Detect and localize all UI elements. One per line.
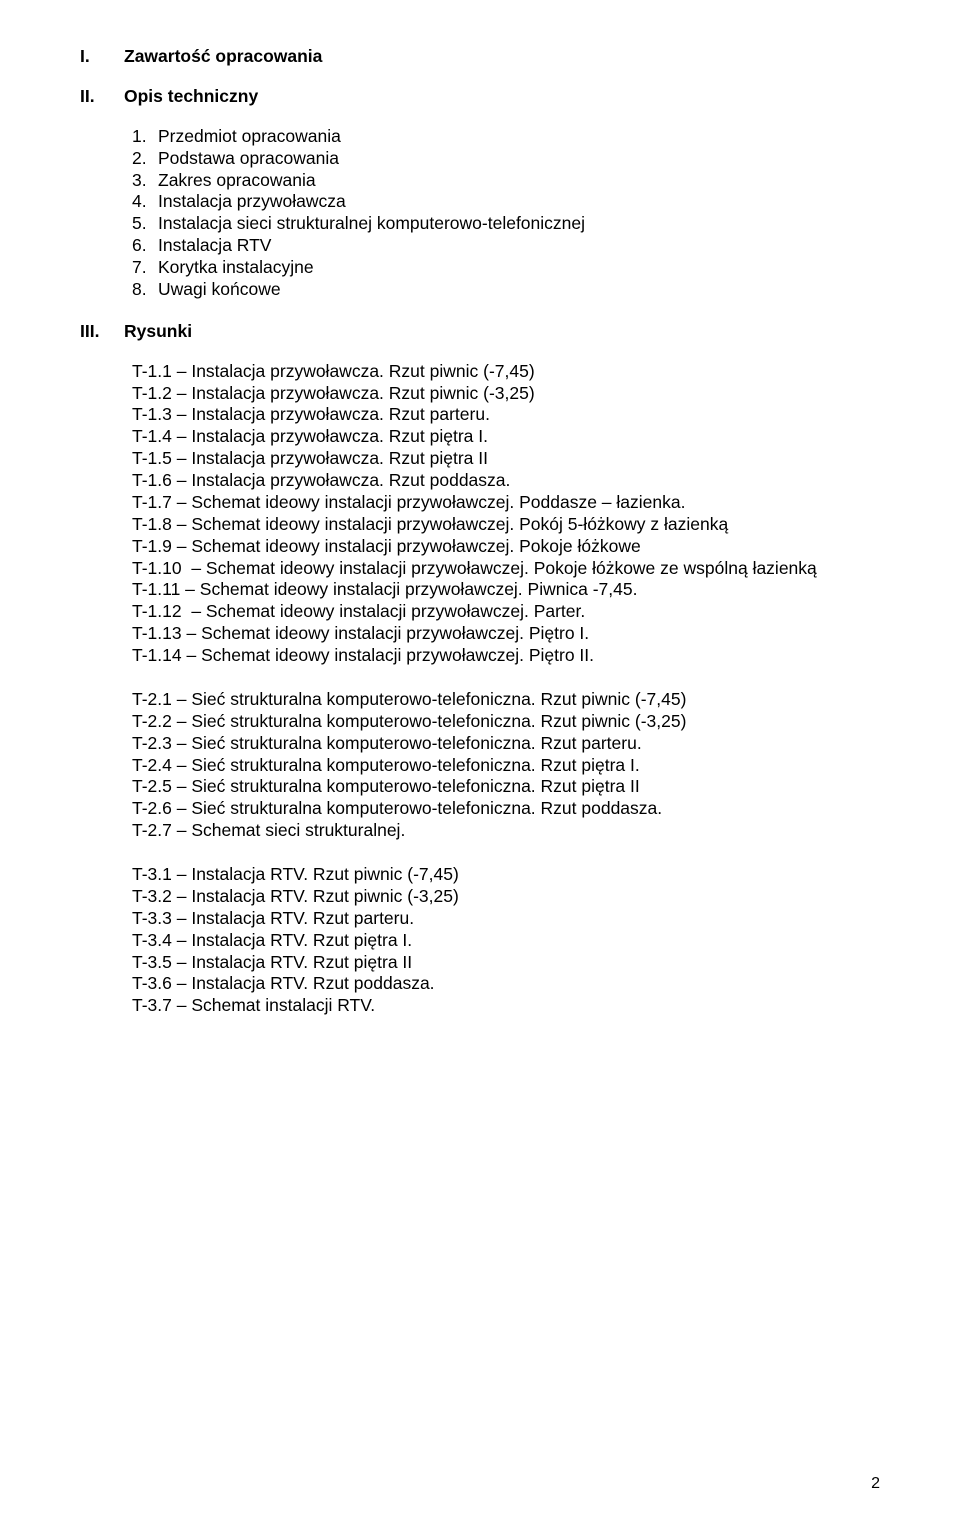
list-text: Instalacja sieci strukturalnej komputero… xyxy=(158,213,585,235)
drawing-line: T-2.7 – Schemat sieci strukturalnej. xyxy=(132,820,880,842)
list-item: 2.Podstawa opracowania xyxy=(132,148,880,170)
t2-block: T-2.1 – Sieć strukturalna komputerowo-te… xyxy=(132,689,880,842)
t1-block: T-1.1 – Instalacja przywoławcza. Rzut pi… xyxy=(132,361,880,667)
list-item: 5.Instalacja sieci strukturalnej kompute… xyxy=(132,213,880,235)
list-number: 6. xyxy=(132,235,158,257)
list-number: 3. xyxy=(132,170,158,192)
drawing-line: T-3.4 – Instalacja RTV. Rzut piętra I. xyxy=(132,930,880,952)
section-heading-2: II. Opis techniczny xyxy=(80,86,880,108)
drawing-line: T-2.6 – Sieć strukturalna komputerowo-te… xyxy=(132,798,880,820)
list-number: 5. xyxy=(132,213,158,235)
drawing-line: T-1.6 – Instalacja przywoławcza. Rzut po… xyxy=(132,470,880,492)
drawing-line: T-3.3 – Instalacja RTV. Rzut parteru. xyxy=(132,908,880,930)
drawing-line: T-1.8 – Schemat ideowy instalacji przywo… xyxy=(132,514,880,536)
drawing-line: T-3.7 – Schemat instalacji RTV. xyxy=(132,995,880,1017)
drawing-line: T-1.9 – Schemat ideowy instalacji przywo… xyxy=(132,536,880,558)
list-number: 2. xyxy=(132,148,158,170)
list-item: 8.Uwagi końcowe xyxy=(132,279,880,301)
drawing-line: T-2.5 – Sieć strukturalna komputerowo-te… xyxy=(132,776,880,798)
list-item: 6.Instalacja RTV xyxy=(132,235,880,257)
drawing-line: T-1.7 – Schemat ideowy instalacji przywo… xyxy=(132,492,880,514)
list-number: 4. xyxy=(132,191,158,213)
drawing-line: T-1.2 – Instalacja przywoławcza. Rzut pi… xyxy=(132,383,880,405)
section-title: Opis techniczny xyxy=(124,86,258,108)
drawing-line: T-3.6 – Instalacja RTV. Rzut poddasza. xyxy=(132,973,880,995)
list-text: Instalacja RTV xyxy=(158,235,271,257)
drawing-line: T-1.13 – Schemat ideowy instalacji przyw… xyxy=(132,623,880,645)
drawing-line: T-1.10 – Schemat ideowy instalacji przyw… xyxy=(132,558,880,580)
list-text: Przedmiot opracowania xyxy=(158,126,341,148)
list-text: Uwagi końcowe xyxy=(158,279,281,301)
section-title: Zawartość opracowania xyxy=(124,46,322,68)
list-number: 1. xyxy=(132,126,158,148)
drawing-line: T-1.14 – Schemat ideowy instalacji przyw… xyxy=(132,645,880,667)
drawing-line: T-2.4 – Sieć strukturalna komputerowo-te… xyxy=(132,755,880,777)
drawing-line: T-3.2 – Instalacja RTV. Rzut piwnic (-3,… xyxy=(132,886,880,908)
list-text: Podstawa opracowania xyxy=(158,148,339,170)
section-roman: I. xyxy=(80,46,124,68)
drawing-line: T-1.12 – Schemat ideowy instalacji przyw… xyxy=(132,601,880,623)
section-heading-3: III. Rysunki xyxy=(80,321,880,343)
drawing-line: T-2.3 – Sieć strukturalna komputerowo-te… xyxy=(132,733,880,755)
t3-block: T-3.1 – Instalacja RTV. Rzut piwnic (-7,… xyxy=(132,864,880,1017)
list-text: Zakres opracowania xyxy=(158,170,316,192)
list-item: 4.Instalacja przywoławcza xyxy=(132,191,880,213)
section-heading-1: I. Zawartość opracowania xyxy=(80,46,880,68)
list-text: Korytka instalacyjne xyxy=(158,257,314,279)
list-item: 3.Zakres opracowania xyxy=(132,170,880,192)
section-roman: II. xyxy=(80,86,124,108)
drawing-line: T-3.1 – Instalacja RTV. Rzut piwnic (-7,… xyxy=(132,864,880,886)
list-number: 7. xyxy=(132,257,158,279)
drawing-line: T-1.1 – Instalacja przywoławcza. Rzut pi… xyxy=(132,361,880,383)
list-number: 8. xyxy=(132,279,158,301)
list-item: 7.Korytka instalacyjne xyxy=(132,257,880,279)
opis-techniczny-list: 1.Przedmiot opracowania 2.Podstawa oprac… xyxy=(132,126,880,301)
drawing-line: T-1.11 – Schemat ideowy instalacji przyw… xyxy=(132,579,880,601)
drawing-line: T-1.3 – Instalacja przywoławcza. Rzut pa… xyxy=(132,404,880,426)
drawing-line: T-2.1 – Sieć strukturalna komputerowo-te… xyxy=(132,689,880,711)
list-text: Instalacja przywoławcza xyxy=(158,191,346,213)
page-number: 2 xyxy=(871,1474,880,1494)
drawing-line: T-2.2 – Sieć strukturalna komputerowo-te… xyxy=(132,711,880,733)
drawing-line: T-3.5 – Instalacja RTV. Rzut piętra II xyxy=(132,952,880,974)
section-title: Rysunki xyxy=(124,321,192,343)
list-item: 1.Przedmiot opracowania xyxy=(132,126,880,148)
drawing-line: T-1.5 – Instalacja przywoławcza. Rzut pi… xyxy=(132,448,880,470)
section-roman: III. xyxy=(80,321,124,343)
drawing-line: T-1.4 – Instalacja przywoławcza. Rzut pi… xyxy=(132,426,880,448)
